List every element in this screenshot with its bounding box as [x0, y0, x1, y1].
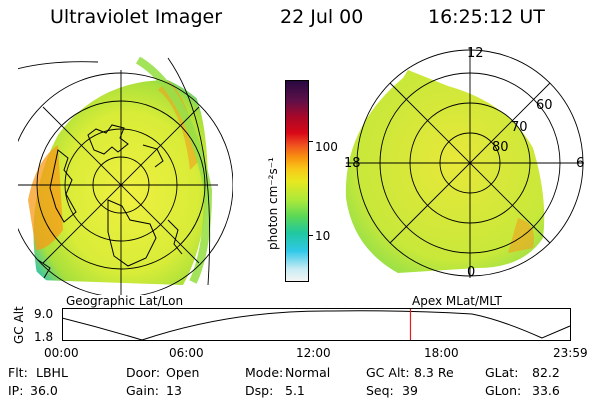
- status-gain-value: 13: [166, 383, 182, 398]
- status-door-value: Open: [166, 365, 200, 380]
- auroral-oval-image: [345, 70, 545, 273]
- left-panel-label: Geographic Lat/Lon: [66, 294, 184, 308]
- status-gcalt-key: GC Alt:: [366, 365, 410, 380]
- timeline-xtick-0: 00:00: [44, 346, 79, 360]
- status-glon-value: 33.6: [532, 383, 560, 398]
- status-glat-key: GLat:: [485, 365, 519, 380]
- timeline-xtick-1: 06:00: [169, 346, 204, 360]
- timeline-ylabel: GC Alt: [12, 306, 26, 344]
- colorbar-label-100: 100: [315, 140, 338, 154]
- mlat-mlt-grid: [346, 48, 584, 278]
- timeline-xtick-2: 12:00: [296, 346, 331, 360]
- timeline-ytick-bottom: 1.8: [34, 330, 54, 344]
- colorbar-tick-10: [308, 235, 313, 236]
- status-glat-value: 82.2: [532, 365, 560, 380]
- observation-time: 16:25:12 UT: [428, 6, 545, 28]
- status-flt-key: Flt:: [8, 365, 28, 380]
- timeline-ytick-top: 9.0: [34, 307, 54, 321]
- colorbar-label-10: 10: [315, 229, 331, 243]
- magnetic-polar-panel: [345, 48, 584, 278]
- status-gain-key: Gain:: [126, 383, 159, 398]
- mlat-label-70: 70: [511, 120, 528, 135]
- timeline-xtick-4: 23:59: [553, 346, 588, 360]
- status-ip-key: IP:: [8, 383, 24, 398]
- mlt-label-0: 0: [467, 265, 476, 280]
- mlat-label-60: 60: [536, 98, 553, 113]
- mlt-label-18: 18: [344, 156, 361, 171]
- colorbar: [285, 80, 309, 282]
- right-panel-label: Apex MLat/MLT: [412, 294, 502, 308]
- timeline-xtick-3: 18:00: [424, 346, 459, 360]
- mlt-label-12: 12: [467, 46, 484, 61]
- mlat-label-80: 80: [492, 140, 509, 155]
- status-glon-key: GLon:: [485, 383, 522, 398]
- instrument-title: Ultraviolet Imager: [50, 6, 223, 28]
- geographic-image-panel: [18, 56, 233, 295]
- status-mode-value: Normal: [285, 365, 331, 380]
- status-mode-key: Mode:: [245, 365, 284, 380]
- status-seq-value: 39: [402, 383, 418, 398]
- lat-lon-grid: [18, 57, 233, 295]
- status-ip-value: 36.0: [30, 383, 58, 398]
- colorbar-unit-label: photon cm⁻²s⁻¹: [266, 157, 280, 250]
- status-seq-key: Seq:: [366, 383, 394, 398]
- status-door-key: Door:: [126, 365, 161, 380]
- altitude-timeline[interactable]: [62, 308, 572, 342]
- status-gcalt-value: 8.3 Re: [414, 365, 454, 380]
- coastlines: [37, 124, 183, 279]
- status-flt-value: LBHL: [36, 365, 68, 380]
- mlt-label-6: 6: [576, 156, 585, 171]
- colorbar-tick-100: [308, 141, 313, 142]
- observation-date: 22 Jul 00: [280, 6, 364, 28]
- status-dsp-key: Dsp:: [245, 383, 274, 398]
- status-dsp-value: 5.1: [285, 383, 305, 398]
